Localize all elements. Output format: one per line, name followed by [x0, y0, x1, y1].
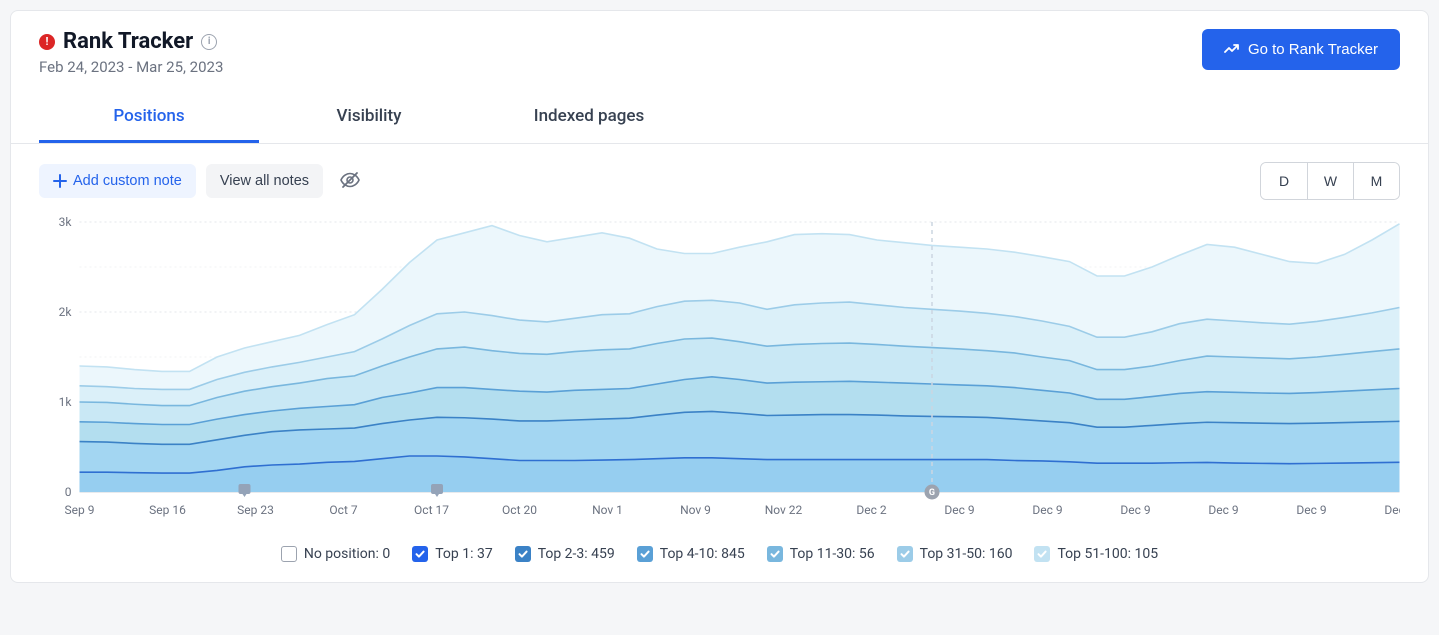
- svg-text:Oct 17: Oct 17: [414, 503, 449, 517]
- toolbar-left: Add custom note View all notes: [39, 163, 367, 200]
- legend-label: Top 31-50: 160: [920, 546, 1013, 562]
- eye-off-icon: [339, 169, 361, 191]
- view-all-notes-button[interactable]: View all notes: [206, 164, 323, 198]
- legend-item[interactable]: Top 31-50: 160: [897, 546, 1013, 562]
- svg-text:1k: 1k: [59, 395, 73, 409]
- granularity-d[interactable]: D: [1261, 163, 1307, 199]
- svg-text:Dec 9: Dec 9: [1384, 503, 1400, 517]
- svg-text:Nov 1: Nov 1: [592, 503, 623, 517]
- svg-text:Dec 9: Dec 9: [1032, 503, 1062, 517]
- legend-item[interactable]: Top 2-3: 459: [515, 546, 615, 562]
- granularity-w[interactable]: W: [1307, 163, 1353, 199]
- legend-label: Top 1: 37: [435, 546, 492, 562]
- rank-tracker-card: ! Rank Tracker i Feb 24, 2023 - Mar 25, …: [10, 10, 1429, 583]
- tab-positions[interactable]: Positions: [39, 92, 259, 143]
- alert-icon: !: [39, 34, 55, 50]
- legend-label: Top 51-100: 105: [1057, 546, 1158, 562]
- chart-container: 0 1k 2k 3k G Sep 9 Sep 16 Sep 23 Oct 7 Oct 17 Oct …: [11, 208, 1428, 532]
- granularity-segment: DWM: [1260, 162, 1400, 200]
- legend-label: Top 2-3: 459: [538, 546, 615, 562]
- legend-label: Top 11-30: 56: [790, 546, 875, 562]
- add-custom-note-button[interactable]: Add custom note: [39, 164, 196, 198]
- legend-item[interactable]: No position: 0: [281, 546, 390, 562]
- tabs: PositionsVisibilityIndexed pages: [11, 92, 1428, 144]
- legend-item[interactable]: Top 4-10: 845: [637, 546, 745, 562]
- svg-text:2k: 2k: [59, 305, 73, 319]
- legend-checkbox[interactable]: [412, 546, 428, 562]
- legend-item[interactable]: Top 51-100: 105: [1034, 546, 1158, 562]
- go-to-rank-tracker-button[interactable]: Go to Rank Tracker: [1202, 29, 1400, 70]
- go-button-label: Go to Rank Tracker: [1248, 41, 1378, 58]
- legend-checkbox[interactable]: [897, 546, 913, 562]
- legend-checkbox[interactable]: [281, 546, 297, 562]
- title-row: ! Rank Tracker i: [39, 29, 223, 54]
- svg-text:Oct 20: Oct 20: [502, 503, 537, 517]
- svg-text:Dec 9: Dec 9: [1208, 503, 1238, 517]
- svg-text:G: G: [929, 488, 935, 498]
- page-title: Rank Tracker: [63, 29, 193, 54]
- svg-text:Sep 16: Sep 16: [149, 503, 186, 517]
- title-block: ! Rank Tracker i Feb 24, 2023 - Mar 25, …: [39, 29, 223, 76]
- tab-visibility[interactable]: Visibility: [259, 92, 479, 143]
- legend-item[interactable]: Top 1: 37: [412, 546, 492, 562]
- legend-checkbox[interactable]: [637, 546, 653, 562]
- granularity-m[interactable]: M: [1353, 163, 1399, 199]
- trend-icon: [1224, 42, 1240, 58]
- toggle-visibility-button[interactable]: [333, 163, 367, 200]
- card-header: ! Rank Tracker i Feb 24, 2023 - Mar 25, …: [11, 11, 1428, 86]
- plus-icon: [53, 174, 67, 188]
- chart-toolbar: Add custom note View all notes DWM: [11, 144, 1428, 208]
- svg-text:Nov 22: Nov 22: [765, 503, 803, 517]
- svg-text:Sep 9: Sep 9: [65, 503, 95, 517]
- legend-checkbox[interactable]: [767, 546, 783, 562]
- svg-text:Dec 9: Dec 9: [1120, 503, 1150, 517]
- info-icon[interactable]: i: [201, 34, 217, 50]
- positions-chart[interactable]: 0 1k 2k 3k G Sep 9 Sep 16 Sep 23 Oct 7 Oct 17 Oct …: [39, 212, 1400, 532]
- add-note-label: Add custom note: [73, 173, 182, 189]
- legend-checkbox[interactable]: [515, 546, 531, 562]
- legend-checkbox[interactable]: [1034, 546, 1050, 562]
- svg-text:Nov 9: Nov 9: [680, 503, 711, 517]
- svg-text:Dec 9: Dec 9: [1296, 503, 1326, 517]
- date-range: Feb 24, 2023 - Mar 25, 2023: [39, 58, 223, 76]
- chart-legend: No position: 0 Top 1: 37 Top 2-3: 459 Top 4…: [11, 532, 1428, 582]
- tab-indexed-pages[interactable]: Indexed pages: [479, 92, 699, 143]
- legend-label: Top 4-10: 845: [660, 546, 745, 562]
- svg-text:3k: 3k: [59, 215, 73, 229]
- legend-label: No position: 0: [304, 546, 390, 562]
- svg-text:Dec 9: Dec 9: [944, 503, 974, 517]
- svg-text:Oct 7: Oct 7: [329, 503, 357, 517]
- view-notes-label: View all notes: [220, 173, 309, 189]
- svg-text:Dec 2: Dec 2: [856, 503, 886, 517]
- legend-item[interactable]: Top 11-30: 56: [767, 546, 875, 562]
- svg-text:0: 0: [65, 485, 72, 499]
- svg-text:Sep 23: Sep 23: [237, 503, 274, 517]
